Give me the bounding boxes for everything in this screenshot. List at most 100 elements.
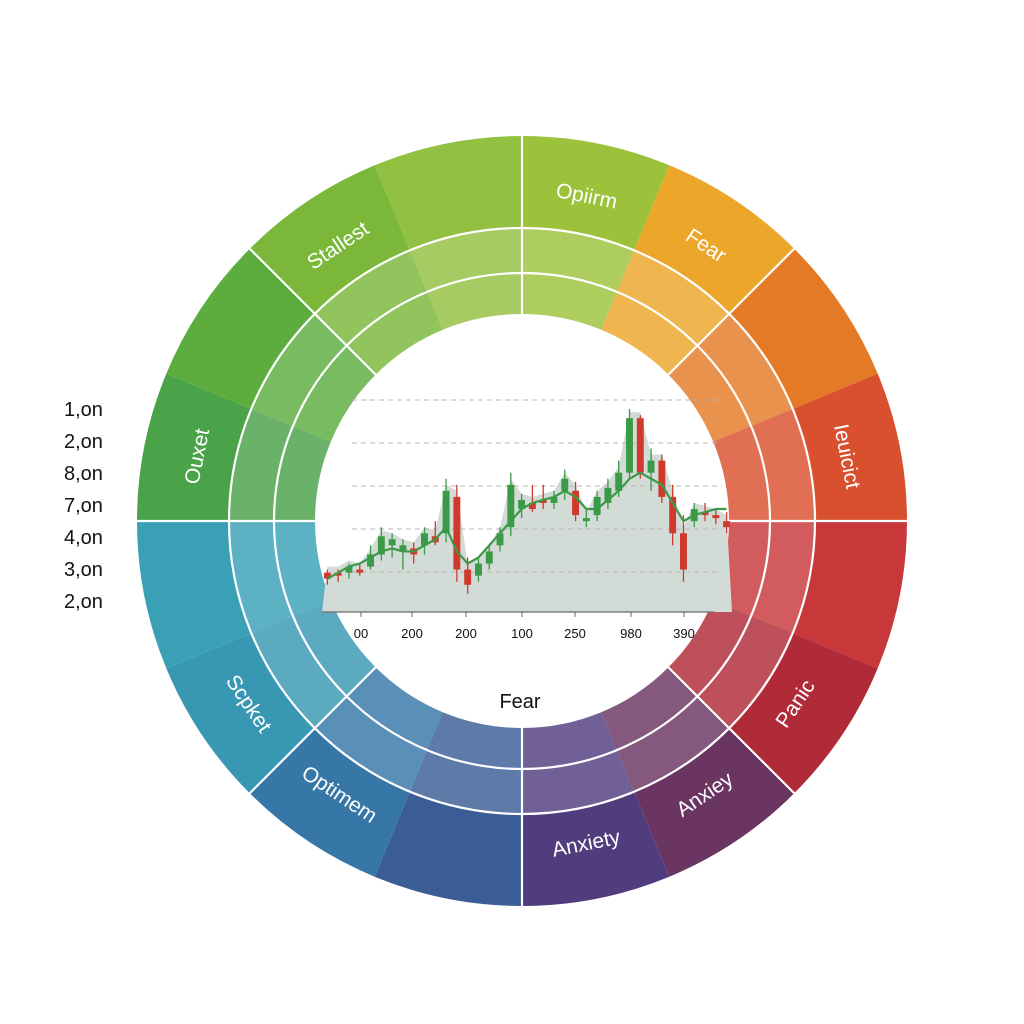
candle-body — [421, 533, 428, 546]
x-tick-label: 200 — [455, 626, 477, 641]
wheel-segment — [522, 136, 670, 330]
candle — [507, 472, 515, 537]
candle — [528, 484, 536, 513]
candle-body — [669, 496, 677, 534]
candle-body — [723, 521, 731, 528]
candle-body — [528, 502, 536, 510]
candle — [356, 563, 364, 576]
candle-body — [701, 512, 709, 516]
candle — [582, 509, 590, 528]
candle — [399, 539, 407, 570]
x-axis-ticks: 00 200 200 100 250 980 390 — [354, 612, 695, 641]
wheel-segment — [374, 136, 522, 330]
wheel-segment — [713, 373, 907, 521]
candle — [550, 490, 558, 510]
trend-path — [326, 471, 727, 580]
candle-body — [388, 539, 396, 546]
candle — [474, 557, 482, 582]
wheel-inner-band — [668, 600, 793, 729]
wheel-segment — [249, 165, 443, 375]
candle-body — [561, 478, 569, 491]
left-tick-label: 2,on — [64, 431, 103, 453]
wheel-inner-band — [668, 313, 793, 442]
candle — [388, 533, 396, 558]
wheel-inner-band — [314, 667, 443, 792]
left-tick-label: 1,on — [64, 399, 103, 421]
candle — [421, 527, 428, 555]
left-tick-label: 3,on — [64, 559, 103, 581]
wheel-inner-band — [601, 250, 730, 375]
candle — [669, 484, 677, 546]
left-tick-label: 4,on — [64, 527, 103, 549]
wheel-segment — [374, 712, 522, 906]
candle — [453, 484, 461, 582]
sentiment-wheel — [137, 136, 907, 906]
candle-body — [518, 499, 526, 510]
candle — [323, 569, 331, 585]
candle-body — [399, 545, 407, 552]
candle-body — [658, 460, 666, 497]
wheel-segment — [668, 600, 878, 794]
wheel-radial-line — [667, 666, 796, 795]
candle-body — [464, 569, 472, 585]
candle — [572, 481, 580, 522]
candle-body — [345, 566, 353, 573]
wheel-segment — [137, 521, 331, 669]
left-tick-label: 2,on — [64, 591, 103, 613]
wheel-segment — [166, 600, 376, 794]
candle-body — [572, 490, 580, 516]
candle — [377, 527, 385, 561]
wheel-radial-line — [667, 247, 796, 376]
wheel-radial-line — [248, 666, 377, 795]
candle-body — [377, 536, 385, 555]
x-tick-label: 00 — [354, 626, 368, 641]
candle — [518, 493, 526, 519]
candle — [442, 478, 450, 543]
candle-body — [453, 496, 461, 570]
candle — [658, 454, 666, 503]
wheel-inner-band — [251, 600, 376, 729]
candle-body — [323, 572, 331, 579]
candle-body — [474, 563, 482, 576]
candle-body — [647, 460, 655, 473]
left-tick-labels: 1,on 2,on 8,on 7,on 4,on 3,on 2,on — [64, 399, 103, 613]
candle-body — [550, 496, 558, 503]
wheel-segment — [249, 667, 443, 877]
candle — [539, 484, 547, 510]
candle — [496, 527, 504, 552]
wheel-inner-band — [601, 667, 730, 792]
candle — [679, 515, 687, 582]
candle — [723, 512, 731, 534]
center-label: Fear — [499, 691, 540, 713]
candle-body — [636, 418, 644, 473]
candle-body — [712, 515, 720, 519]
wheel-segment — [601, 165, 795, 375]
wheel-inner-band — [251, 313, 376, 442]
candle — [636, 415, 644, 479]
wheel-segment — [166, 248, 376, 442]
candle — [593, 490, 601, 522]
candle-body — [334, 572, 342, 576]
candle-body — [356, 569, 364, 573]
candle-body — [507, 484, 515, 528]
candlestick-plot: 00 200 200 100 250 980 390 — [322, 399, 732, 641]
candle-body — [593, 496, 601, 516]
candle — [647, 448, 655, 491]
x-tick-label: 250 — [564, 626, 586, 641]
candle — [712, 509, 720, 525]
left-tick-label: 8,on — [64, 463, 103, 485]
wheel-segment — [137, 373, 331, 521]
x-tick-label: 980 — [620, 626, 642, 641]
candle-body — [496, 533, 504, 546]
candle-body — [442, 490, 450, 534]
candle-body — [679, 533, 687, 570]
candle-body — [367, 554, 375, 567]
left-tick-label: 7,on — [64, 495, 103, 517]
wheel-segment — [522, 712, 670, 906]
candle-body — [539, 499, 547, 503]
candle-body — [604, 487, 612, 503]
wheel-segment — [601, 667, 795, 877]
candle-body — [582, 518, 590, 522]
x-tick-label: 200 — [401, 626, 423, 641]
